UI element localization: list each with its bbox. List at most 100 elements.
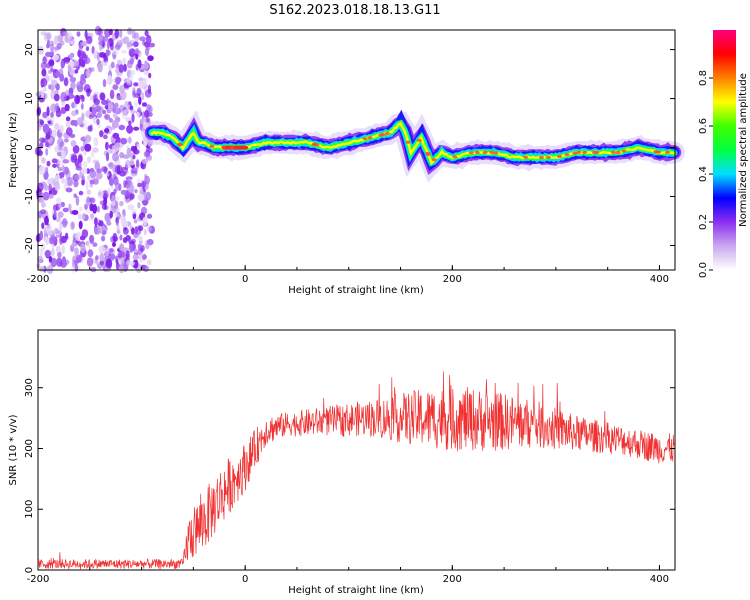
noise-blob bbox=[76, 84, 84, 93]
snr-ylabel: SNR (10 * v/v) bbox=[8, 414, 19, 485]
noise-blob bbox=[101, 109, 107, 115]
noise-blob bbox=[107, 187, 111, 195]
noise-blob bbox=[120, 189, 127, 195]
noise-blob bbox=[65, 127, 73, 136]
noise-blob bbox=[130, 109, 137, 114]
noise-blob bbox=[63, 77, 69, 87]
noise-blob bbox=[138, 225, 144, 232]
noise-blob bbox=[89, 234, 95, 244]
noise-blob bbox=[86, 257, 94, 267]
noise-blob bbox=[60, 150, 66, 158]
noise-blob bbox=[42, 56, 48, 65]
noise-blob bbox=[87, 125, 92, 132]
noise-blob bbox=[137, 59, 142, 69]
noise-blob bbox=[51, 158, 58, 164]
noise-blob bbox=[105, 152, 110, 162]
noise-blob bbox=[99, 253, 105, 262]
x-tick-label: 400 bbox=[650, 274, 669, 285]
noise-blob bbox=[96, 118, 100, 126]
spectrogram-frame bbox=[37, 29, 676, 271]
noise-blob bbox=[133, 82, 139, 87]
noise-blob bbox=[127, 204, 135, 210]
y-tick-label: 300 bbox=[24, 378, 35, 397]
x-tick-label: -200 bbox=[27, 274, 50, 285]
noise-blob bbox=[137, 243, 143, 249]
noise-blob bbox=[83, 119, 88, 130]
noise-blob bbox=[52, 54, 60, 61]
noise-blob bbox=[94, 25, 102, 36]
noise-blob bbox=[56, 197, 62, 204]
noise-blob bbox=[38, 165, 46, 175]
noise-blob bbox=[125, 159, 131, 169]
y-tick-label: 200 bbox=[24, 439, 35, 458]
noise-blob bbox=[131, 227, 135, 235]
noise-blob bbox=[54, 46, 60, 51]
noise-blob bbox=[126, 179, 131, 185]
noise-blob bbox=[115, 79, 121, 85]
signal-peak bbox=[557, 154, 563, 159]
noise-blob bbox=[131, 238, 136, 244]
noise-blob bbox=[68, 203, 72, 212]
noise-blob bbox=[126, 41, 132, 48]
noise-blob bbox=[102, 230, 107, 235]
noise-blob bbox=[142, 216, 148, 227]
noise-blob bbox=[137, 182, 143, 188]
noise-blob bbox=[61, 256, 67, 265]
noise-blob bbox=[140, 206, 148, 215]
noise-blob bbox=[136, 144, 141, 149]
signal-peak bbox=[615, 150, 621, 154]
noise-blob bbox=[45, 166, 49, 176]
noise-blob bbox=[50, 257, 57, 268]
noise-blob bbox=[122, 216, 127, 227]
noise-blob bbox=[108, 248, 114, 253]
noise-blob bbox=[115, 217, 119, 224]
noise-blob bbox=[134, 226, 138, 235]
noise-blob bbox=[139, 36, 146, 42]
noise-blob bbox=[46, 160, 51, 167]
noise-blob bbox=[46, 106, 50, 117]
colorbar-tick-label: 0.4 bbox=[698, 166, 709, 182]
noise-blob bbox=[99, 45, 103, 51]
noise-blob bbox=[69, 210, 77, 215]
noise-blob bbox=[142, 254, 147, 260]
noise-blob bbox=[118, 124, 126, 131]
signal-peak bbox=[539, 155, 544, 159]
noise-blob bbox=[132, 259, 139, 269]
noise-blob bbox=[113, 188, 117, 195]
noise-blob bbox=[93, 98, 101, 106]
noise-blob bbox=[109, 89, 115, 100]
noise-blob bbox=[86, 196, 91, 207]
noise-blob bbox=[67, 32, 73, 41]
noise-blob bbox=[122, 57, 127, 65]
noise-blob bbox=[48, 190, 53, 195]
noise-blob bbox=[119, 200, 124, 207]
noise-blob bbox=[129, 70, 134, 81]
noise-blob bbox=[86, 36, 93, 44]
noise-blob bbox=[79, 42, 83, 51]
noise-blob bbox=[45, 142, 51, 148]
noise-blob bbox=[145, 191, 152, 201]
noise-blob bbox=[133, 41, 139, 48]
noise-blob bbox=[146, 259, 152, 266]
noise-blob bbox=[144, 30, 149, 37]
noise-blob bbox=[123, 63, 127, 72]
noise-blob bbox=[39, 248, 43, 257]
signal-peak bbox=[177, 142, 182, 146]
noise-blob bbox=[105, 51, 110, 57]
noise-blob bbox=[65, 116, 71, 122]
noise-blob bbox=[69, 53, 73, 60]
noise-blob bbox=[90, 150, 95, 159]
noise-blob bbox=[101, 99, 108, 106]
noise-blob bbox=[98, 191, 102, 196]
noise-blob bbox=[54, 102, 60, 112]
noise-blob bbox=[129, 160, 135, 166]
noise-blob bbox=[97, 62, 103, 73]
noise-blob bbox=[57, 167, 63, 172]
noise-blob bbox=[73, 193, 77, 198]
noise-blob bbox=[80, 73, 86, 82]
signal-peak bbox=[482, 150, 488, 154]
noise-blob bbox=[47, 69, 53, 74]
noise-blob bbox=[61, 165, 65, 172]
signal-peak bbox=[592, 150, 597, 154]
noise-blob bbox=[119, 90, 127, 101]
